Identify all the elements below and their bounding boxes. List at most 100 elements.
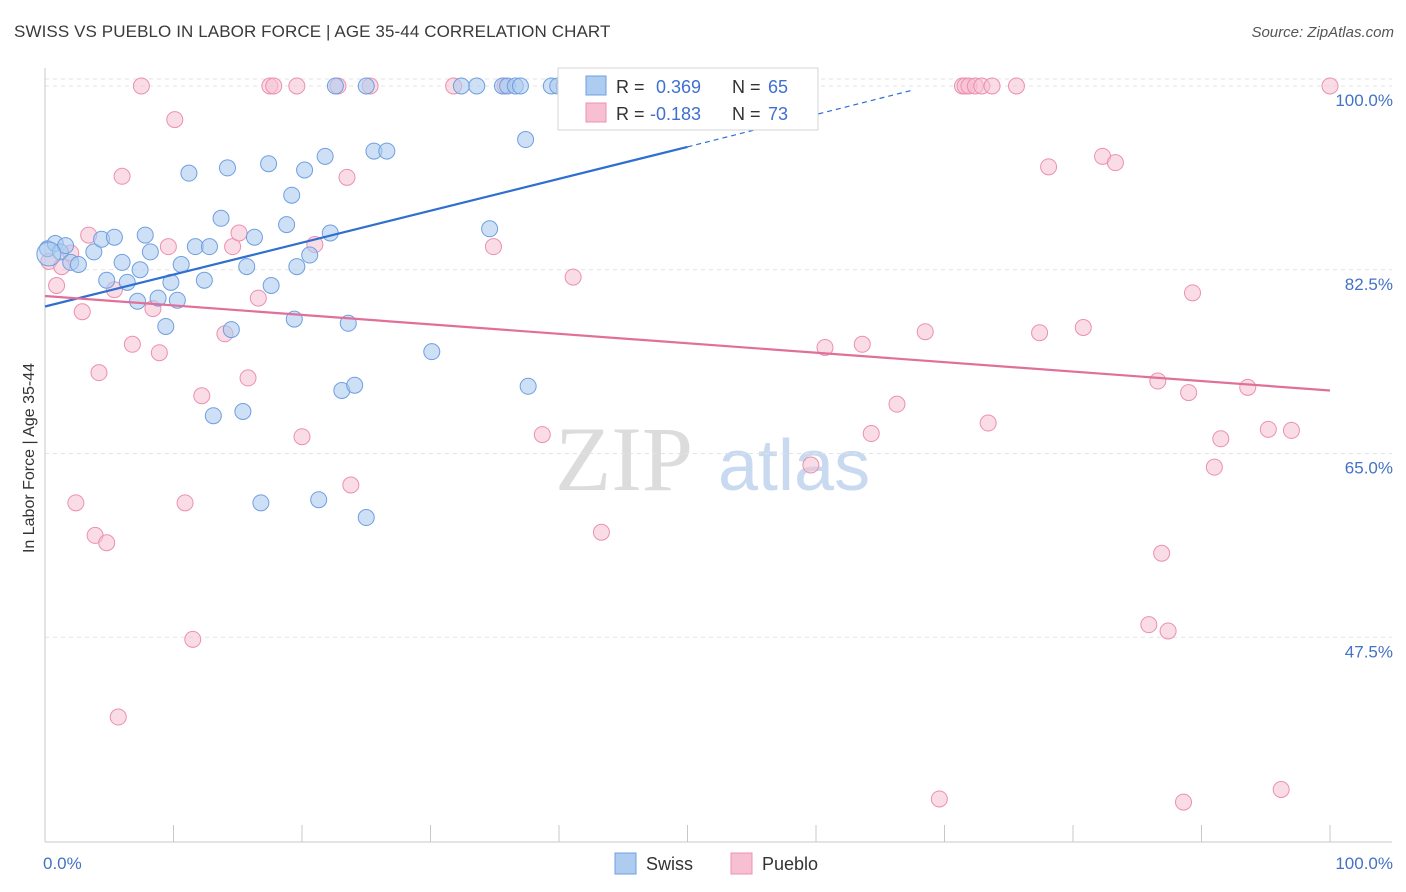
swiss-point — [36, 241, 62, 267]
pueblo-point — [1106, 154, 1124, 172]
pueblo-legend-label: Pueblo — [762, 854, 818, 874]
pueblo-point — [166, 111, 184, 129]
swiss-point — [157, 317, 175, 335]
swiss-point — [149, 289, 167, 307]
pueblo-point — [853, 335, 871, 353]
pueblo-point — [930, 790, 948, 808]
pueblo-point — [90, 364, 108, 382]
trend-lines — [44, 89, 1331, 392]
pueblo-point — [48, 277, 66, 294]
swiss-point — [113, 253, 131, 271]
tick-labels: 47.5% 65.0% 82.5% 100.0% 0.0% 100.0% — [43, 91, 1393, 873]
pueblo-point — [1184, 284, 1202, 302]
pueblo-point — [159, 238, 177, 256]
pueblo-points — [40, 77, 1339, 811]
swiss-point — [172, 256, 190, 273]
pueblo-point — [1149, 372, 1167, 390]
swiss-point — [212, 209, 230, 227]
pueblo-point — [265, 77, 283, 95]
swiss-trend-extension — [687, 89, 913, 148]
pueblo-point — [1040, 158, 1058, 176]
swiss-point — [238, 258, 256, 276]
swiss-legend-swatch — [585, 75, 607, 96]
swiss-point — [200, 238, 218, 256]
pueblo-r-value: -0.183 — [650, 104, 701, 124]
x-tick-label-min: 0.0% — [43, 854, 82, 873]
source-label: Source: ZipAtlas.com — [1251, 24, 1394, 41]
y-tick-label: 100.0% — [1335, 91, 1393, 110]
swiss-point — [310, 491, 328, 509]
swiss-point — [378, 142, 396, 160]
swiss-point — [131, 261, 149, 279]
swiss-point — [357, 509, 375, 527]
swiss-point — [278, 216, 296, 234]
pueblo-point — [73, 303, 91, 321]
swiss-point — [481, 220, 499, 238]
swiss-point — [326, 77, 344, 95]
pueblo-point — [1272, 781, 1290, 798]
pueblo-point — [862, 425, 880, 443]
swiss-point — [301, 246, 319, 264]
pueblo-point — [1259, 420, 1277, 438]
pueblo-point — [293, 428, 311, 446]
swiss-points — [36, 77, 573, 527]
pueblo-point — [230, 224, 248, 242]
swiss-point — [283, 186, 301, 204]
pueblo-point — [1205, 458, 1223, 476]
pueblo-point — [1031, 324, 1049, 342]
swiss-n-label: N = — [732, 77, 761, 97]
pueblo-point — [1282, 421, 1300, 439]
y-tick-label: 82.5% — [1345, 275, 1393, 294]
swiss-point — [260, 155, 278, 173]
pueblo-point — [113, 167, 131, 185]
pueblo-point — [1007, 77, 1025, 95]
pueblo-point — [1153, 544, 1171, 562]
swiss-point — [452, 77, 470, 95]
swiss-legend-label: Swiss — [646, 854, 693, 874]
swiss-point — [245, 228, 263, 246]
pueblo-point — [132, 77, 150, 95]
pueblo-point — [533, 426, 551, 444]
watermark-zip: ZIP — [555, 408, 693, 510]
swiss-point — [468, 77, 486, 95]
swiss-point — [346, 376, 364, 394]
swiss-point — [180, 164, 198, 182]
pueblo-point — [592, 523, 610, 541]
swiss-point — [423, 343, 441, 361]
swiss-point — [262, 277, 280, 294]
pueblo-point — [176, 494, 194, 512]
pueblo-point — [564, 268, 582, 286]
swiss-point — [136, 226, 154, 244]
pueblo-point — [979, 414, 997, 432]
y-tick-label: 47.5% — [1345, 642, 1393, 661]
swiss-point — [98, 271, 116, 289]
swiss-point — [517, 131, 535, 149]
pueblo-point — [67, 494, 85, 512]
swiss-point — [511, 77, 529, 95]
pueblo-point — [816, 338, 834, 356]
y-axis-label: In Labor Force | Age 35-44 — [21, 363, 38, 553]
swiss-r-value: 0.369 — [656, 77, 701, 97]
swiss-trend-line — [44, 145, 688, 308]
pueblo-point — [802, 456, 820, 474]
pueblo-point — [916, 323, 934, 341]
pueblo-point — [888, 395, 906, 413]
pueblo-point — [1140, 616, 1158, 634]
swiss-point — [316, 147, 334, 165]
swiss-point — [141, 243, 159, 261]
swiss-point — [129, 292, 147, 310]
swiss-point — [234, 403, 252, 420]
swiss-point — [218, 159, 236, 177]
pueblo-point — [342, 476, 360, 494]
y-tick-label: 65.0% — [1345, 459, 1393, 478]
swiss-point — [288, 258, 306, 276]
swiss-point — [85, 243, 103, 261]
axes — [44, 68, 1392, 843]
pueblo-point — [1175, 793, 1193, 811]
pueblo-point — [239, 369, 257, 387]
pueblo-point — [184, 630, 202, 648]
correlation-legend: R = 0.369 N = 65 R = -0.183 N = 73 — [557, 67, 819, 131]
pueblo-point — [983, 77, 1001, 95]
pueblo-point — [1159, 622, 1177, 640]
